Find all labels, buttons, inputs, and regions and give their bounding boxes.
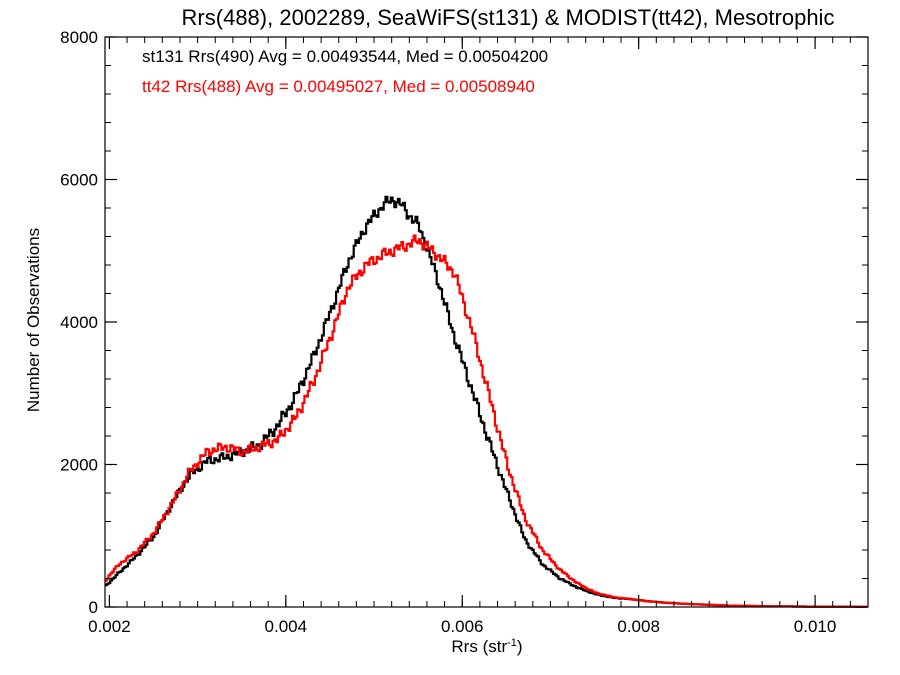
- chart-title: Rrs(488), 2002289, SeaWiFS(st131) & MODI…: [182, 5, 835, 30]
- y-tick-label: 2000: [60, 456, 98, 475]
- x-axis-title-main: Rrs (str: [451, 637, 507, 656]
- y-axis-title: Number of Observations: [24, 228, 43, 412]
- axes-layer: 0.002 0.004 0.006 0.008 0.010 0 2000 4000 6000 80…: [60, 28, 869, 636]
- series-layer: [105, 195, 868, 608]
- series-line-st131: [105, 195, 868, 608]
- y-tick-label: 6000: [60, 171, 98, 190]
- x-axis-title: Rrs (str-1): [451, 637, 522, 656]
- y-tick-label: 0: [89, 598, 98, 617]
- x-tick-label: 0.008: [617, 617, 660, 636]
- x-tick-label: 0.010: [794, 617, 837, 636]
- legend-entry-st131: st131 Rrs(490) Avg = 0.00493544, Med = 0…: [142, 47, 548, 66]
- x-tick-label: 0.006: [441, 617, 484, 636]
- x-tick-label: 0.002: [88, 617, 131, 636]
- legend-entry-tt42: tt42 Rrs(488) Avg = 0.00495027, Med = 0.…: [142, 77, 535, 96]
- plot-frame: [104, 36, 869, 608]
- x-axis-title-superscript: -1: [507, 637, 517, 649]
- y-tick-label: 4000: [60, 313, 98, 332]
- y-tick-label: 8000: [60, 28, 98, 47]
- x-tick-label: 0.004: [265, 617, 308, 636]
- x-axis-title-close: ): [517, 637, 523, 656]
- series-line-tt42: [105, 234, 868, 608]
